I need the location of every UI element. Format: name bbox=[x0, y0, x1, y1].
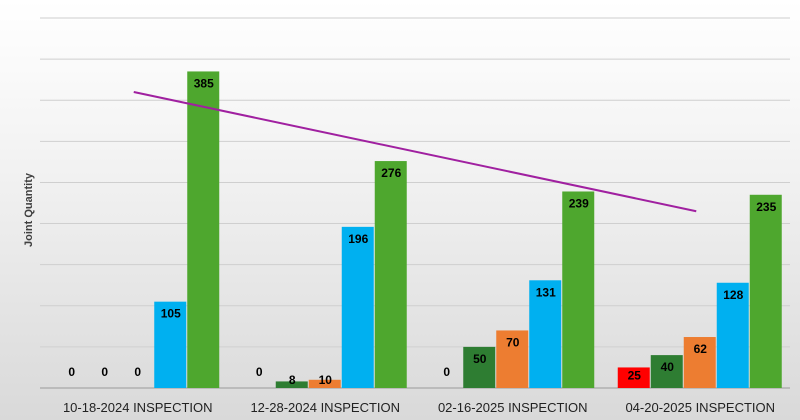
data-label-2-3: 50 bbox=[473, 352, 487, 366]
bar-3-4 bbox=[683, 337, 716, 388]
bar-5-3 bbox=[562, 191, 595, 388]
data-label-4-4: 128 bbox=[723, 288, 743, 302]
data-label-1-2: 0 bbox=[256, 365, 263, 379]
data-label-5-3: 239 bbox=[569, 196, 589, 210]
data-labels: 0 0 0 105 385 0 8 10 196 276 0 50 70 131 239 25 40 62 128 2… bbox=[68, 76, 776, 387]
bar-2-4 bbox=[650, 355, 683, 388]
data-label-1-4: 25 bbox=[628, 368, 642, 382]
data-label-4-2: 196 bbox=[348, 232, 368, 246]
category-label-2: 12-28-2024 INSPECTION bbox=[250, 400, 400, 415]
bar-4-2 bbox=[341, 226, 374, 388]
data-label-3-4: 62 bbox=[694, 342, 708, 356]
bar-4-4 bbox=[716, 282, 749, 388]
bar-2-3 bbox=[463, 346, 496, 388]
data-label-2-4: 40 bbox=[661, 360, 675, 374]
data-label-3-3: 70 bbox=[506, 335, 520, 349]
bar-5-1 bbox=[187, 71, 220, 388]
bar-4-3 bbox=[529, 280, 562, 388]
data-label-5-1: 385 bbox=[194, 76, 214, 90]
y-axis-label: Joint Quantity bbox=[23, 172, 35, 247]
data-label-1-1: 0 bbox=[68, 365, 75, 379]
data-label-4-1: 105 bbox=[161, 307, 181, 321]
bars bbox=[154, 71, 782, 388]
bar-1-4 bbox=[617, 367, 650, 388]
data-label-2-2: 8 bbox=[289, 373, 296, 387]
trendline-group bbox=[133, 91, 697, 213]
gridlines bbox=[40, 17, 790, 389]
bar-5-2 bbox=[374, 161, 407, 388]
data-label-5-2: 276 bbox=[381, 166, 401, 180]
data-label-3-2: 10 bbox=[319, 373, 333, 387]
bar-3-3 bbox=[496, 330, 529, 388]
category-labels: 10-18-2024 INSPECTION 12-28-2024 INSPECTI… bbox=[63, 400, 775, 415]
data-label-3-1: 0 bbox=[134, 365, 141, 379]
data-label-5-4: 235 bbox=[756, 200, 776, 214]
data-label-1-3: 0 bbox=[443, 365, 450, 379]
bar-3-2 bbox=[308, 379, 341, 388]
data-label-2-1: 0 bbox=[101, 365, 108, 379]
bar-2-2 bbox=[275, 381, 308, 388]
bar-4-1 bbox=[154, 301, 187, 388]
category-label-4: 04-20-2025 INSPECTION bbox=[625, 400, 775, 415]
category-label-1: 10-18-2024 INSPECTION bbox=[63, 400, 213, 415]
bar-5-4 bbox=[749, 194, 782, 388]
trendline bbox=[133, 91, 697, 213]
data-label-4-3: 131 bbox=[536, 285, 556, 299]
category-label-3: 02-16-2025 INSPECTION bbox=[438, 400, 588, 415]
